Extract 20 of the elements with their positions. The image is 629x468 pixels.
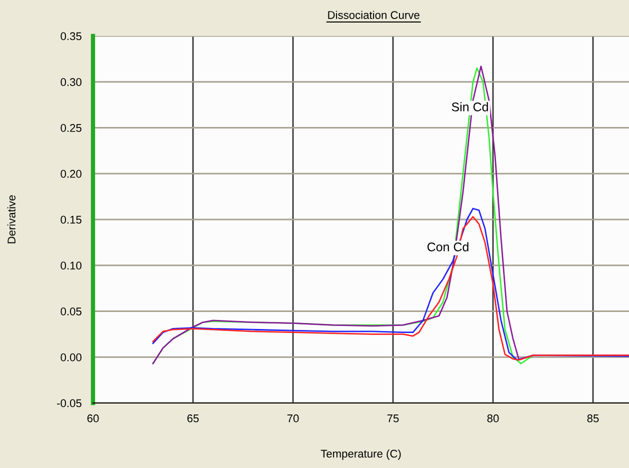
y-tick-label: -0.05: [57, 399, 82, 408]
y-tick-label: 0.30: [60, 78, 82, 86]
y-tick-label: 0.00: [60, 353, 82, 362]
y-tick-label: 0.25: [60, 124, 82, 132]
x-tick-label: 80: [487, 414, 499, 422]
annotation: Sin Cd: [452, 102, 488, 112]
y-axis-title: Derivative: [7, 195, 16, 244]
x-tick-label: 85: [587, 414, 599, 422]
x-tick-label: 60: [87, 414, 99, 422]
y-tick-label: 0.35: [60, 32, 82, 40]
x-tick-label: 65: [187, 414, 199, 422]
y-tick-label: 0.05: [60, 308, 82, 316]
y-tick-label: 0.15: [60, 216, 82, 224]
x-axis-title: Temperature (C): [320, 449, 401, 460]
x-tick-label: 70: [287, 414, 299, 422]
y-tick-label: 0.10: [60, 262, 82, 270]
annotation: Con Cd: [427, 242, 468, 252]
chart-title: Dissociation Curve: [328, 10, 420, 19]
x-tick-label: 75: [387, 414, 399, 422]
y-tick-label: 0.20: [60, 170, 82, 178]
